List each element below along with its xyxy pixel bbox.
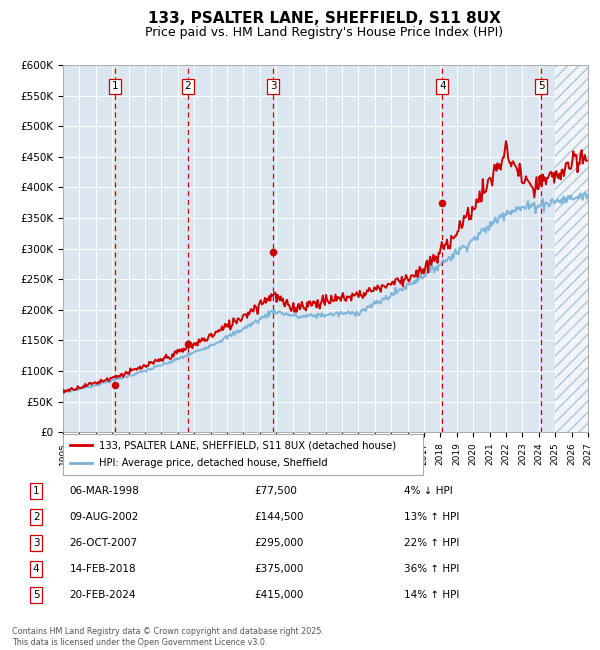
Text: 4: 4 (439, 81, 446, 92)
Text: 133, PSALTER LANE, SHEFFIELD, S11 8UX (detached house): 133, PSALTER LANE, SHEFFIELD, S11 8UX (d… (99, 441, 396, 450)
Text: 06-MAR-1998: 06-MAR-1998 (70, 486, 139, 496)
Text: 14% ↑ HPI: 14% ↑ HPI (404, 590, 459, 600)
Text: HPI: Average price, detached house, Sheffield: HPI: Average price, detached house, Shef… (99, 458, 328, 468)
Text: £415,000: £415,000 (254, 590, 303, 600)
Bar (555, 65, 588, 432)
Text: Price paid vs. HM Land Registry's House Price Index (HPI): Price paid vs. HM Land Registry's House … (145, 26, 503, 39)
Text: 4: 4 (33, 564, 40, 574)
FancyBboxPatch shape (63, 434, 423, 474)
Text: 3: 3 (33, 538, 40, 548)
Text: 1: 1 (112, 81, 118, 92)
Text: 5: 5 (538, 81, 544, 92)
Text: £144,500: £144,500 (254, 512, 304, 522)
Text: Contains HM Land Registry data © Crown copyright and database right 2025.
This d: Contains HM Land Registry data © Crown c… (12, 627, 324, 647)
Text: £375,000: £375,000 (254, 564, 303, 574)
Text: 20-FEB-2024: 20-FEB-2024 (70, 590, 136, 600)
Text: 1: 1 (33, 486, 40, 496)
Text: 14-FEB-2018: 14-FEB-2018 (70, 564, 136, 574)
Text: £295,000: £295,000 (254, 538, 303, 548)
Text: £77,500: £77,500 (254, 486, 297, 496)
Text: 3: 3 (270, 81, 277, 92)
Text: 22% ↑ HPI: 22% ↑ HPI (404, 538, 459, 548)
Text: 133, PSALTER LANE, SHEFFIELD, S11 8UX: 133, PSALTER LANE, SHEFFIELD, S11 8UX (148, 10, 500, 26)
Text: 2: 2 (33, 512, 40, 522)
Text: 4% ↓ HPI: 4% ↓ HPI (404, 486, 452, 496)
Text: 36% ↑ HPI: 36% ↑ HPI (404, 564, 459, 574)
Text: 5: 5 (33, 590, 40, 600)
Text: 26-OCT-2007: 26-OCT-2007 (70, 538, 138, 548)
Text: 09-AUG-2002: 09-AUG-2002 (70, 512, 139, 522)
Text: 2: 2 (184, 81, 191, 92)
Text: 13% ↑ HPI: 13% ↑ HPI (404, 512, 459, 522)
